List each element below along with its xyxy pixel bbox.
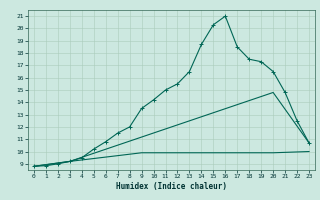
X-axis label: Humidex (Indice chaleur): Humidex (Indice chaleur): [116, 182, 227, 191]
